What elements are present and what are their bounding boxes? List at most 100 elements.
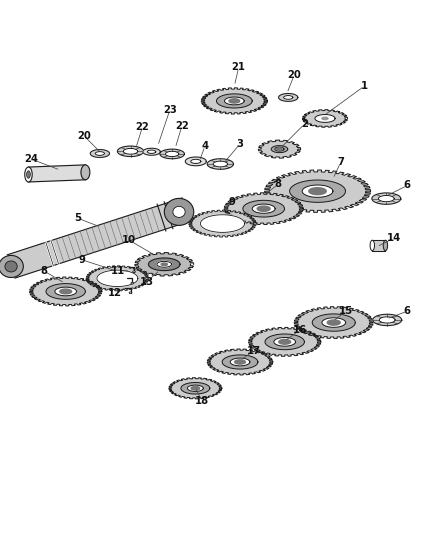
Text: 24: 24 <box>25 154 39 164</box>
Text: 11: 11 <box>111 266 125 276</box>
Polygon shape <box>148 258 180 271</box>
Polygon shape <box>379 317 395 323</box>
Polygon shape <box>161 263 167 265</box>
Polygon shape <box>257 206 270 211</box>
Text: 13: 13 <box>140 277 154 287</box>
Ellipse shape <box>0 255 23 278</box>
Polygon shape <box>213 161 228 167</box>
Text: 17: 17 <box>247 345 261 356</box>
Polygon shape <box>207 349 273 375</box>
Polygon shape <box>46 284 85 300</box>
Ellipse shape <box>131 282 134 284</box>
Polygon shape <box>229 99 240 103</box>
Polygon shape <box>302 185 333 197</box>
Polygon shape <box>235 360 245 364</box>
Polygon shape <box>283 95 293 99</box>
Polygon shape <box>265 170 371 212</box>
Polygon shape <box>258 140 300 158</box>
Text: 8: 8 <box>40 266 47 276</box>
Polygon shape <box>185 157 206 166</box>
Polygon shape <box>60 289 71 294</box>
Polygon shape <box>201 215 244 232</box>
Polygon shape <box>189 210 256 237</box>
Text: 6: 6 <box>404 181 411 190</box>
Text: 2: 2 <box>301 119 308 129</box>
Text: 20: 20 <box>287 70 301 79</box>
Polygon shape <box>160 149 184 159</box>
Text: 4: 4 <box>201 141 208 151</box>
Polygon shape <box>95 151 105 156</box>
Ellipse shape <box>5 261 17 272</box>
Text: 9: 9 <box>79 255 86 265</box>
Polygon shape <box>372 240 385 251</box>
Text: 6: 6 <box>404 306 411 316</box>
Ellipse shape <box>164 198 194 225</box>
Polygon shape <box>181 383 210 394</box>
Text: 1: 1 <box>361 81 368 91</box>
Ellipse shape <box>81 165 90 180</box>
Polygon shape <box>147 150 156 154</box>
Text: 18: 18 <box>195 397 209 406</box>
Polygon shape <box>230 358 250 366</box>
Polygon shape <box>117 146 144 157</box>
Polygon shape <box>378 196 394 202</box>
Polygon shape <box>7 198 190 278</box>
Text: 3: 3 <box>237 139 244 149</box>
Polygon shape <box>309 188 326 195</box>
Polygon shape <box>322 318 346 327</box>
Ellipse shape <box>383 240 388 251</box>
Polygon shape <box>315 115 335 123</box>
Text: 10: 10 <box>122 235 136 245</box>
Text: 12: 12 <box>108 288 122 298</box>
Polygon shape <box>207 159 233 169</box>
Polygon shape <box>187 385 203 391</box>
Polygon shape <box>90 150 110 157</box>
Ellipse shape <box>370 240 374 251</box>
Polygon shape <box>302 110 348 127</box>
Ellipse shape <box>27 171 30 178</box>
Text: 22: 22 <box>175 122 189 131</box>
Polygon shape <box>265 334 304 350</box>
Ellipse shape <box>173 206 185 217</box>
Polygon shape <box>312 314 355 331</box>
Polygon shape <box>243 200 285 217</box>
Polygon shape <box>275 147 284 151</box>
Polygon shape <box>143 148 160 155</box>
Ellipse shape <box>25 167 32 182</box>
Polygon shape <box>169 378 222 399</box>
Polygon shape <box>249 327 321 356</box>
Text: 16: 16 <box>293 325 307 335</box>
Polygon shape <box>201 88 267 114</box>
Polygon shape <box>216 94 252 108</box>
Polygon shape <box>274 337 296 346</box>
Polygon shape <box>322 117 328 119</box>
Polygon shape <box>372 193 401 204</box>
Text: 7: 7 <box>337 157 344 167</box>
Polygon shape <box>222 355 258 369</box>
Text: 22: 22 <box>135 122 149 132</box>
Polygon shape <box>124 148 138 154</box>
Text: 21: 21 <box>232 62 246 72</box>
Polygon shape <box>294 306 373 338</box>
Text: 20: 20 <box>77 131 91 141</box>
Polygon shape <box>55 287 77 296</box>
Polygon shape <box>30 277 102 306</box>
Polygon shape <box>86 266 149 291</box>
Polygon shape <box>166 151 179 157</box>
Polygon shape <box>327 320 340 325</box>
Text: 23: 23 <box>163 104 177 115</box>
Polygon shape <box>135 253 194 276</box>
Text: 5: 5 <box>74 213 81 223</box>
Polygon shape <box>191 386 200 390</box>
Ellipse shape <box>133 271 135 273</box>
Polygon shape <box>271 146 288 152</box>
Text: 9: 9 <box>229 197 236 207</box>
Polygon shape <box>225 97 244 105</box>
Text: 15: 15 <box>339 306 353 316</box>
Polygon shape <box>157 261 172 267</box>
Polygon shape <box>277 148 282 150</box>
Polygon shape <box>252 204 275 213</box>
Polygon shape <box>290 180 346 203</box>
Polygon shape <box>97 270 138 287</box>
Polygon shape <box>224 193 303 224</box>
